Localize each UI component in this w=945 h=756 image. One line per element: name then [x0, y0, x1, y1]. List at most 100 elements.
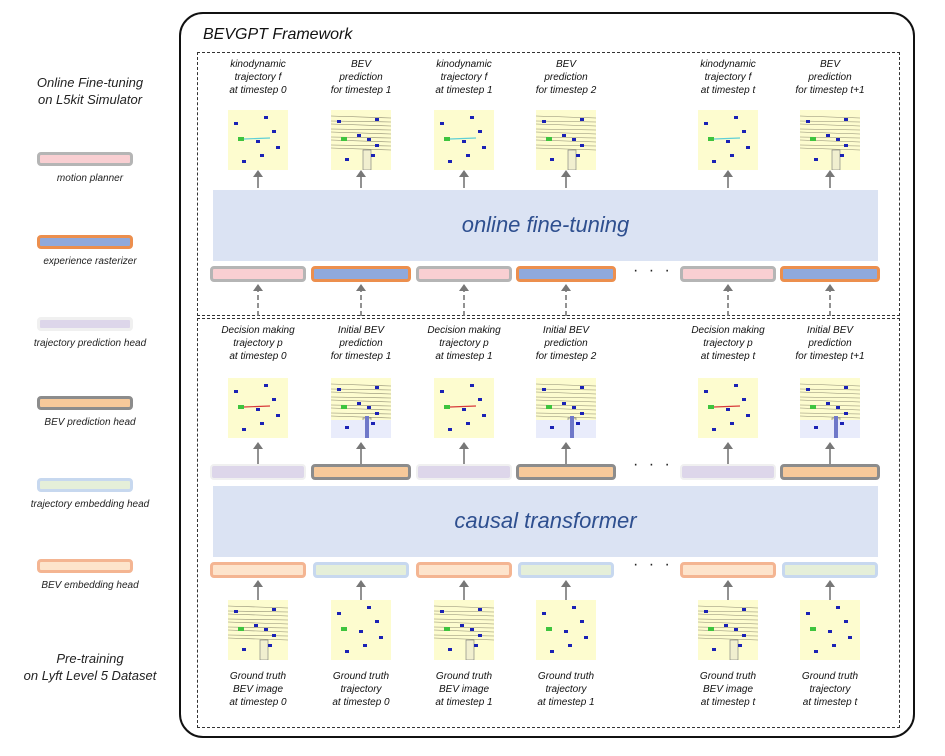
trajectory-raster-image [698, 378, 758, 438]
legend-swatch [37, 396, 133, 410]
caption: kinodynamic trajectory f at timestep 1 [435, 59, 493, 96]
arrow [561, 442, 571, 464]
trajectory-raster-image [800, 600, 860, 660]
legend-label: BEV embedding head [41, 580, 139, 591]
caption: Ground truth trajectory at timestep t [801, 671, 859, 708]
online-finetuning-label: Online Fine-tuning on L5kit Simulator [36, 75, 144, 107]
arrow [356, 442, 366, 464]
bev-raster-image [228, 600, 288, 660]
caption: Initial BEV prediction for timestep 1 [330, 325, 392, 362]
pretraining-label: Pre-training on Lyft Level 5 Dataset [23, 651, 157, 683]
caption: BEV prediction for timestep 2 [535, 59, 597, 96]
arrow [459, 580, 469, 600]
caption: kinodynamic trajectory f at timestep 0 [229, 59, 287, 96]
dashed-arrow [825, 284, 835, 316]
legend-swatch [37, 235, 133, 249]
arrow [561, 580, 571, 600]
arrow [253, 442, 263, 464]
token-block [680, 266, 776, 282]
legend-label: BEV prediction head [44, 417, 136, 428]
trajectory-raster-image [434, 110, 494, 170]
legend-swatch [37, 317, 133, 331]
token-block [780, 464, 880, 480]
dashed-arrow [459, 284, 469, 316]
arrow [561, 170, 571, 188]
token-block [680, 562, 776, 578]
arrow [825, 442, 835, 464]
dashed-arrow [356, 284, 366, 316]
caption: Initial BEV prediction for timestep t+1 [795, 325, 865, 362]
token-block [311, 266, 411, 282]
token-block [416, 562, 512, 578]
token-block [680, 464, 776, 480]
arrow [825, 170, 835, 188]
caption: Decision making trajectory p at timestep… [221, 325, 295, 362]
token-block [518, 562, 614, 578]
arrow [825, 580, 835, 600]
arrow [723, 580, 733, 600]
trajectory-raster-image [228, 110, 288, 170]
caption: Initial BEV prediction for timestep 2 [535, 325, 597, 362]
caption: BEV prediction for timestep 1 [330, 59, 392, 96]
token-block [210, 464, 306, 480]
token-block [210, 266, 306, 282]
dashed-arrow [561, 284, 571, 316]
trajectory-raster-image [536, 600, 596, 660]
token-block [313, 562, 409, 578]
token-block [416, 266, 512, 282]
arrow [356, 170, 366, 188]
bev-raster-image [536, 110, 596, 170]
arrow [723, 442, 733, 464]
caption: Decision making trajectory p at timestep… [427, 325, 501, 362]
caption: Ground truth BEV image at timestep t [699, 671, 757, 708]
trajectory-raster-image [331, 600, 391, 660]
arrow [723, 170, 733, 188]
trajectory-raster-image [434, 378, 494, 438]
caption: BEV prediction for timestep t+1 [795, 59, 865, 96]
caption: kinodynamic trajectory f at timestep t [700, 59, 756, 96]
caption: Decision making trajectory p at timestep… [691, 325, 765, 362]
ellipsis: · · · [633, 262, 673, 279]
token-block [782, 562, 878, 578]
legend-swatch [37, 559, 133, 573]
legend-swatch [37, 152, 133, 166]
legend-label: experience rasterizer [43, 256, 137, 267]
legend-swatch [37, 478, 133, 492]
token-block [516, 464, 616, 480]
bev-raster-image [434, 600, 494, 660]
dashed-arrow [253, 284, 263, 316]
arrow [253, 170, 263, 188]
ellipsis: · · · [633, 456, 673, 473]
ellipsis: · · · [633, 556, 673, 573]
arrow [459, 442, 469, 464]
bev-raster-image [331, 110, 391, 170]
caption: Ground truth BEV image at timestep 0 [229, 671, 287, 708]
token-block [416, 464, 512, 480]
causal-transformer-band-label: causal transformer [454, 508, 637, 533]
token-block [780, 266, 880, 282]
framework-title: BEVGPT Framework [203, 26, 353, 43]
caption: Ground truth trajectory at timestep 1 [537, 671, 595, 708]
arrow [253, 580, 263, 600]
causal-transformer-band [213, 486, 878, 557]
caption: Ground truth trajectory at timestep 0 [332, 671, 390, 708]
legend-label: trajectory prediction head [33, 338, 147, 349]
caption: Ground truth BEV image at timestep 1 [435, 671, 493, 708]
framework-frame [179, 12, 915, 738]
token-block [516, 266, 616, 282]
bev-raster-image [698, 600, 758, 660]
online-finetuning-band-label: online fine-tuning [461, 212, 630, 237]
bev-raster-image [536, 378, 596, 438]
bev-raster-image [331, 378, 391, 438]
trajectory-raster-image [228, 378, 288, 438]
online-finetuning-region [197, 52, 900, 316]
pretraining-region [197, 318, 900, 728]
legend-label: motion planner [56, 173, 124, 184]
bev-raster-image [800, 378, 860, 438]
dashed-arrow [723, 284, 733, 316]
token-block [311, 464, 411, 480]
arrow [459, 170, 469, 188]
online-finetuning-band [213, 190, 878, 261]
bev-raster-image [800, 110, 860, 170]
legend-label: trajectory embedding head [30, 499, 150, 510]
